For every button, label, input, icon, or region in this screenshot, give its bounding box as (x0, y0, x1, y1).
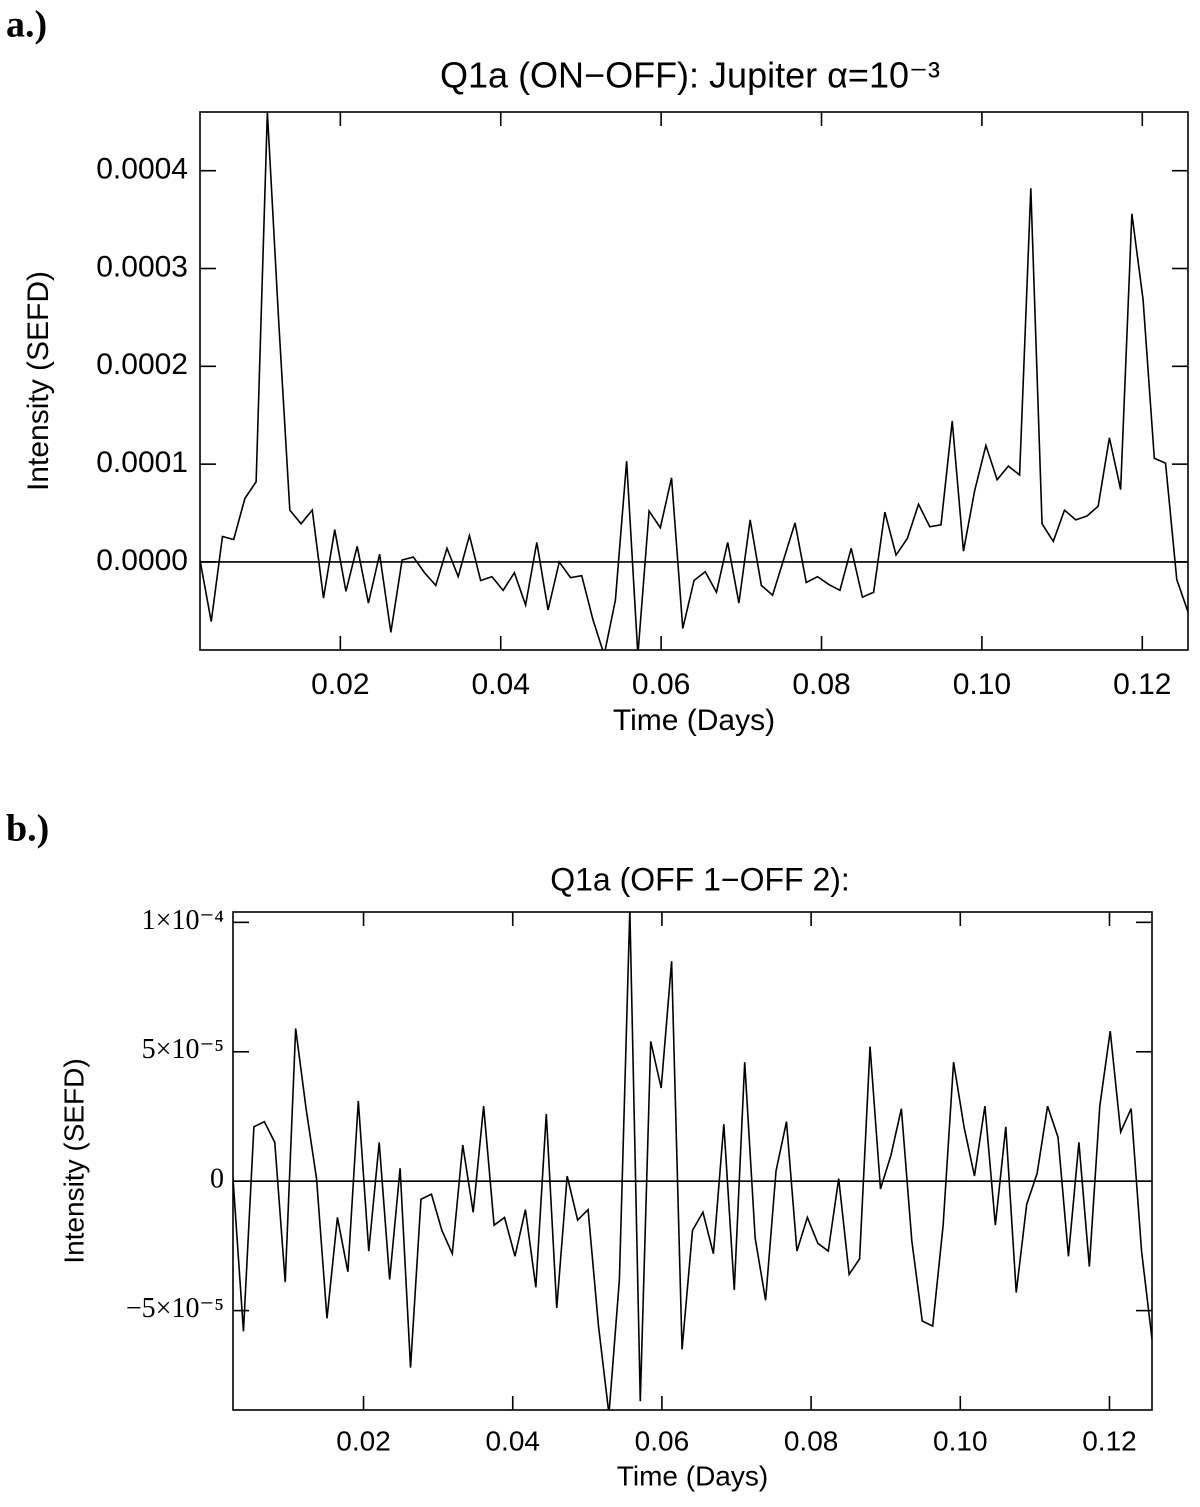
panel-label: a.) (6, 4, 47, 46)
y-axis-label: Intensity (SEFD) (58, 1058, 89, 1263)
chart: a.) Q1a (ON−OFF): Jupiter α=10⁻³ 0.02 0.04 0… (6, 4, 1189, 737)
panel-label: b.) (6, 808, 49, 850)
chart-title: Q1a (OFF 1−OFF 2): (550, 861, 850, 897)
x-tick-label: 0.12 (1082, 1425, 1137, 1456)
y-tick-label: 5×10⁻⁵ (142, 1034, 224, 1065)
y-tick-label: 0.0001 (96, 446, 188, 479)
y-tick-label: 0.0002 (96, 348, 188, 381)
x-axis-label: Time (Days) (613, 704, 775, 737)
y-tick-label: 0.0000 (96, 544, 188, 577)
plot-frame (232, 911, 1153, 1411)
x-tick-label: 0.12 (1113, 668, 1171, 701)
x-axis-label: Time (Days) (617, 1460, 768, 1491)
x-tick-label: 0.04 (485, 1425, 540, 1456)
y-tick-label: 0.0003 (96, 250, 188, 283)
x-tick-label: 0.08 (784, 1425, 839, 1456)
x-tick-label: 0.02 (336, 1425, 391, 1456)
plot-frame (199, 111, 1189, 651)
y-tick-label: 1×10⁻⁴ (142, 905, 224, 936)
y-tick-label: 0.0004 (96, 153, 188, 186)
chart-title: Q1a (ON−OFF): Jupiter α=10⁻³ (440, 55, 940, 96)
x-tick-label: 0.06 (635, 1425, 690, 1456)
data-line (200, 112, 1188, 650)
y-axis-label: Intensity (SEFD) (22, 271, 55, 491)
y-tick-label: −5×10⁻⁵ (126, 1293, 224, 1324)
x-tick-label: 0.10 (953, 668, 1011, 701)
x-tick-label: 0.02 (311, 668, 369, 701)
data-line (233, 912, 1152, 1410)
x-tick-label: 0.06 (632, 668, 690, 701)
x-tick-label: 0.08 (792, 668, 850, 701)
y-tick-label: 0 (210, 1164, 224, 1195)
x-tick-label: 0.10 (933, 1425, 988, 1456)
chart: b.) Q1a (OFF 1−OFF 2): 0.02 0.04 0.06 0.08 0.1… (6, 808, 1153, 1491)
x-tick-label: 0.04 (472, 668, 530, 701)
